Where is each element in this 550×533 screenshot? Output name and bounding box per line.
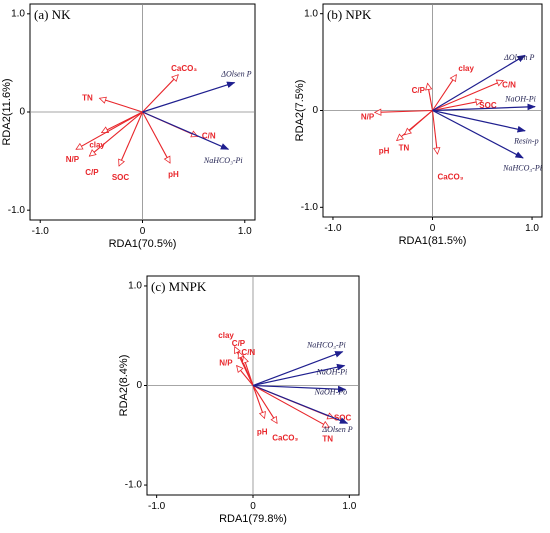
p-vector-olsen-p: [142, 81, 236, 113]
panel-title: (c) MNPK: [151, 279, 207, 294]
p-vector-label: NaOH-Po: [314, 387, 347, 396]
p-vector-olsen-p: [432, 54, 526, 112]
panel-mnpk: -1.0 -1.0 0 0 1.0 1.0 RDA1(79.8%) RDA2(8.4%) (c)…: [118, 275, 360, 525]
p-vector-nahco-pi: [432, 109, 524, 159]
p-vector-label: ΔOlsen P: [220, 70, 251, 79]
y-axis-label: RDA2(8.4%): [118, 355, 130, 417]
soil-vector-c-p: [89, 111, 143, 156]
p-vector-naoh-pi: [432, 103, 536, 112]
soil-vector-clay: [432, 75, 457, 111]
soil-vector-label: C/N: [202, 132, 216, 141]
y-tick-label: -1.0: [125, 480, 143, 491]
y-tick-label: 0: [19, 107, 25, 118]
soil-vector-tn: [100, 98, 143, 113]
soil-vector-label: clay: [458, 64, 474, 73]
soil-vector-ph: [252, 385, 265, 419]
soil-vector-label: pH: [257, 427, 268, 436]
p-vector-olsen-p: [252, 384, 349, 424]
soil-vector-label: TN: [82, 93, 93, 102]
soil-vector-label: C/P: [232, 339, 246, 348]
x-axis-label: RDA1(79.8%): [219, 513, 287, 525]
soil-vector-label: SOC: [112, 173, 130, 182]
soil-vector-caco: [252, 385, 278, 424]
soil-vector-label: clay: [218, 331, 234, 340]
soil-vector-label: N/P: [219, 359, 233, 368]
p-vector-label: Resin-p: [513, 136, 538, 145]
y-tick-label: 1.0: [304, 8, 318, 19]
p-vector-label: NaOH-Pi: [316, 367, 348, 376]
soil-vector-soc: [432, 101, 483, 112]
soil-vector-label: N/P: [361, 112, 375, 121]
p-vector-resin-p: [432, 109, 526, 133]
soil-vector-c-p: [428, 83, 434, 111]
p-vector-label: NaHCO₃-Pi: [203, 156, 243, 165]
soil-vector-label: C/P: [85, 168, 99, 177]
x-tick-label: -1.0: [148, 501, 166, 512]
panel-title: (b) NPK: [327, 7, 372, 22]
soil-vector-ph: [142, 111, 171, 163]
soil-vector-label: pH: [379, 146, 390, 155]
soil-vector-tn: [405, 110, 433, 135]
panel-nk: -1.0 -1.0 0 0 1.0 1.0 RDA1(70.5%) RDA2(11.6%) (a…: [1, 3, 256, 250]
soil-vector-tn: [252, 385, 329, 428]
soil-vector-label: pH: [168, 170, 179, 179]
soil-vector-label: TN: [399, 143, 410, 152]
y-tick-label: 0: [312, 105, 318, 116]
x-tick-label: 1.0: [525, 223, 539, 234]
soil-vector-caco: [431, 110, 438, 155]
soil-vector-label: C/N: [502, 80, 516, 89]
soil-vector-n-p: [237, 366, 254, 386]
x-axis-label: RDA1(81.5%): [399, 235, 467, 247]
x-tick-label: 1.0: [238, 226, 252, 237]
p-vector-label: NaHCO₃-Pi: [306, 341, 346, 350]
x-tick-label: 0: [250, 501, 256, 512]
x-tick-label: -1.0: [32, 226, 50, 237]
p-vector-nahco-pi: [252, 351, 344, 387]
panel-title: (a) NK: [34, 7, 71, 22]
p-vector-naoh-pi: [252, 363, 346, 387]
soil-vector-label: CaCO₃: [171, 64, 197, 73]
soil-vector-label: clay: [89, 140, 105, 149]
soil-vector-c-n: [432, 80, 504, 112]
soil-vector-label: C/P: [412, 86, 426, 95]
soil-vector-soc: [119, 111, 144, 166]
x-tick-label: 0: [430, 223, 436, 234]
y-tick-label: 1.0: [11, 8, 25, 19]
p-vector-label: NaOH-Pi: [504, 95, 536, 104]
y-axis-label: RDA2(11.6%): [1, 78, 13, 145]
soil-vector-label: CaCO₃: [272, 433, 298, 442]
p-vector-naoh-po: [252, 384, 347, 393]
x-axis-label: RDA1(70.5%): [109, 238, 177, 250]
y-tick-label: 1.0: [128, 281, 142, 292]
soil-vector-c-n: [243, 357, 254, 386]
y-tick-label: -1.0: [301, 202, 319, 213]
p-vector-nahco-pi: [142, 111, 230, 150]
x-tick-label: -1.0: [324, 223, 342, 234]
p-vector-label: ΔOlsen P: [503, 53, 534, 62]
soil-vector-label: CaCO₃: [437, 172, 463, 181]
soil-vector-caco: [142, 75, 179, 113]
p-vector-label: NaHCO₃-Pi: [502, 163, 542, 172]
p-vector-label: ΔOlsen P: [321, 425, 352, 434]
soil-vector-label: C/N: [241, 348, 255, 357]
soil-vector-label: SOC: [479, 101, 497, 110]
soil-vector-n-p: [375, 111, 433, 113]
x-tick-label: 1.0: [342, 501, 356, 512]
y-axis-label: RDA2(7.5%): [294, 80, 306, 142]
y-tick-label: -1.0: [8, 205, 26, 216]
x-tick-label: 0: [140, 226, 146, 237]
panel-npk: -1.0 -1.0 0 0 1.0 1.0 RDA1(81.5%) RDA2(7.5%) (b)…: [294, 3, 543, 247]
soil-vector-label: N/P: [66, 155, 80, 164]
soil-vector-n-p: [76, 111, 143, 150]
soil-vector-label: TN: [322, 434, 333, 443]
y-tick-label: 0: [136, 380, 142, 391]
